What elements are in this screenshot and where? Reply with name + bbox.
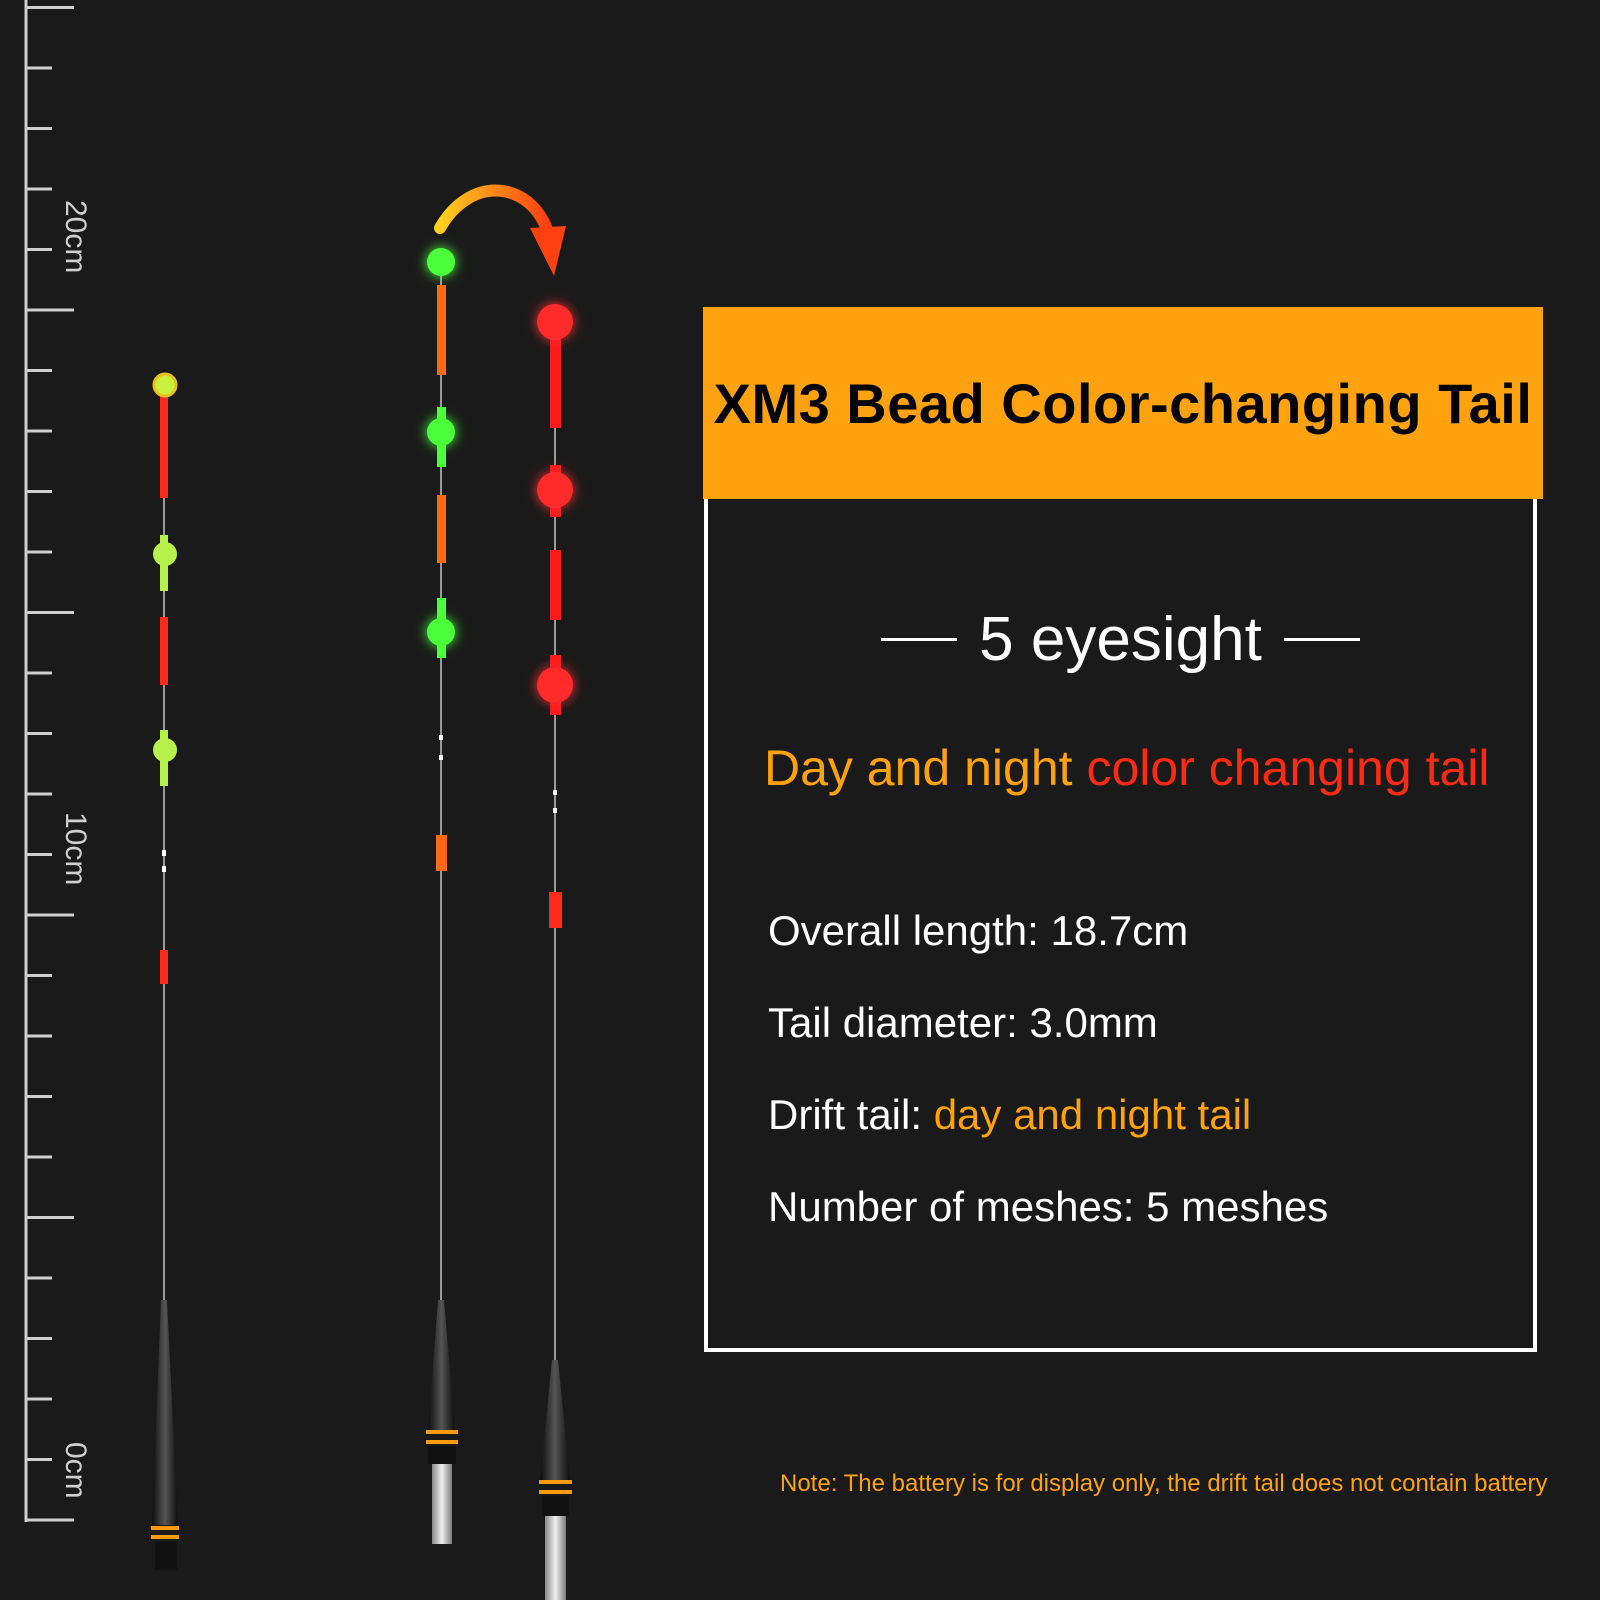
float-bead — [537, 304, 573, 340]
ruler-ticks — [26, 6, 74, 1522]
subtitle: Day and night color changing tail — [764, 739, 1489, 797]
float-bead — [537, 472, 573, 508]
spec-value: day and night tail — [933, 1091, 1252, 1138]
eyesight-text: 5 eyesight — [979, 605, 1262, 674]
float-bead — [427, 618, 455, 646]
ruler-label-20cm: 20cm — [59, 200, 92, 274]
product-title: XM3 Bead Color-changing Tail — [713, 371, 1533, 435]
float-bead — [153, 738, 177, 762]
float-night-red — [537, 304, 573, 1600]
spec-overall-length: Overall length: 18.7cm — [768, 907, 1188, 955]
spec-label: Overall length: — [768, 907, 1039, 954]
subtitle-part1: Day and night — [764, 740, 1073, 796]
spec-tail-diameter: Tail diameter: 3.0mm — [768, 999, 1158, 1047]
dash-right — [1283, 638, 1360, 641]
float-night-green — [426, 248, 458, 1544]
dash-left — [881, 638, 958, 641]
subtitle-part2: color changing tail — [1086, 740, 1490, 796]
spec-value: 3.0mm — [1029, 999, 1158, 1046]
title-banner: XM3 Bead Color-changing Tail — [703, 307, 1543, 499]
ruler-label-0cm: 0cm — [59, 1442, 92, 1499]
float-bead — [537, 667, 573, 703]
spec-value: 18.7cm — [1050, 907, 1189, 954]
spec-drift-tail: Drift tail: day and night tail — [768, 1091, 1251, 1139]
float-bead — [153, 542, 177, 566]
eyesight-heading: 5 eyesight — [708, 604, 1533, 675]
spec-panel: 5 eyesight Day and night color changing … — [704, 499, 1537, 1352]
spec-label: Drift tail: — [768, 1091, 923, 1138]
float-bead — [427, 418, 455, 446]
spec-meshes: Number of meshes: 5 meshes — [768, 1183, 1328, 1231]
spec-value: 5 meshes — [1146, 1183, 1329, 1230]
battery-note: Note: The battery is for display only, t… — [780, 1470, 1548, 1497]
ruler-label-10cm: 10cm — [59, 812, 92, 886]
spec-label: Number of meshes: — [768, 1183, 1135, 1230]
spec-label: Tail diameter: — [768, 999, 1018, 1046]
float-bead — [427, 248, 455, 276]
color-change-arrow — [434, 184, 566, 276]
float-tip-bead — [152, 372, 178, 398]
float-daytime — [151, 372, 179, 1570]
